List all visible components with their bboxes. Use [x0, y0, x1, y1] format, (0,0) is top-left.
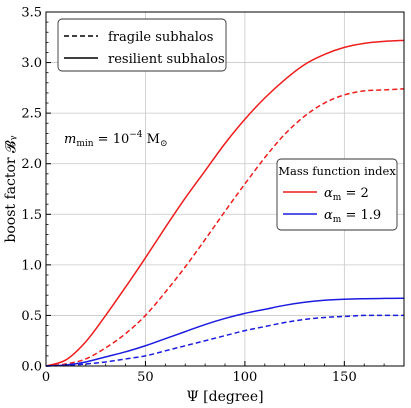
x-tick-label: 150 [332, 370, 357, 385]
series-layer [45, 39, 405, 367]
y-tick-label: 0.0 [21, 360, 42, 375]
y-tick-label: 0.5 [21, 309, 42, 324]
x-tick-label: 100 [232, 370, 257, 385]
x-axis-label: Ψ [degree] [186, 389, 263, 405]
legend-alpha19-label: αm = 1.9 [324, 208, 381, 225]
y-axis-label: boost factor 𝓑ᵧ [3, 135, 19, 242]
legend-resilient-label: resilient subhalos [108, 52, 225, 67]
series-line-alpha-2-resilient [45, 39, 405, 367]
y-tick-label: 3.5 [21, 6, 42, 21]
legend-fragile-label: fragile subhalos [108, 30, 213, 45]
color-legend: Mass function index αm = 2 αm = 1.9 [276, 158, 398, 231]
y-tick-label: 2.0 [21, 157, 42, 172]
legend-alpha2-label: αm = 2 [324, 186, 369, 203]
y-tick-label: 3.0 [21, 56, 42, 71]
y-tick-label: 1.5 [21, 208, 42, 223]
y-tick-label: 1.0 [21, 258, 42, 273]
color-legend-title: Mass function index [278, 164, 396, 178]
y-tick-label: 2.5 [21, 107, 42, 122]
x-tick-label: 50 [137, 370, 154, 385]
series-line-alpha-1.9-resilient [45, 297, 405, 367]
x-tick-label: 0 [42, 370, 50, 385]
series-line-alpha-1.9-fragile [45, 314, 404, 367]
ticks: 0 50 100 150 0.0 0.5 1.0 1.5 2.0 2.5 3.0 3.5 [21, 6, 385, 385]
mass-annotation: mmin = 10−4 M⊙ [64, 130, 168, 149]
style-legend: fragile subhalos resilient subhalos [57, 18, 227, 72]
